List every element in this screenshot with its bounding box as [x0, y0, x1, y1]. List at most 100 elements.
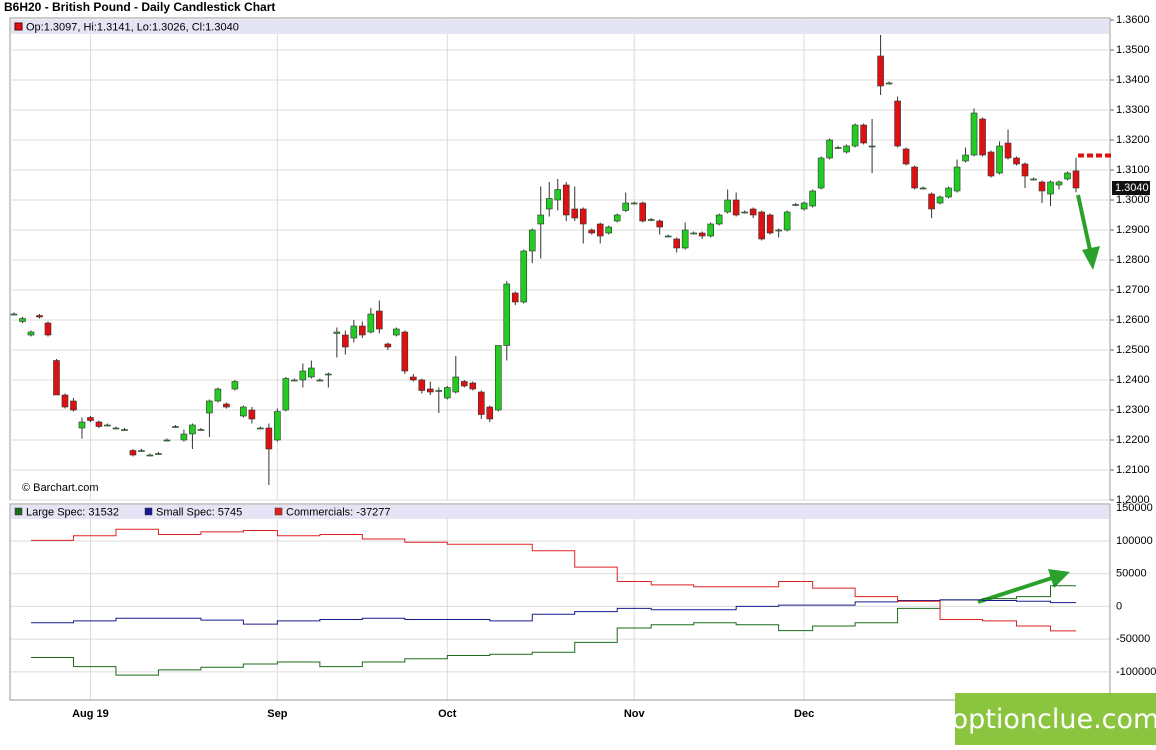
candle-body — [393, 328, 400, 336]
y-tick-label: 1.3200 — [1116, 134, 1150, 146]
x-tick-label: Dec — [794, 708, 814, 720]
candle-body — [265, 427, 273, 450]
candle-body — [61, 394, 69, 408]
candle-body — [291, 379, 298, 382]
candle-body — [95, 421, 103, 427]
cot-y-tick-label: -50000 — [1116, 633, 1150, 645]
candle-body — [511, 292, 519, 303]
y-tick-label: 1.2800 — [1116, 254, 1150, 266]
candle-body — [792, 204, 799, 206]
candle-body — [443, 387, 451, 399]
last-price-label: 1.3040 — [1115, 182, 1149, 194]
candle-body — [613, 214, 621, 222]
arrow-down — [1076, 194, 1100, 270]
candle-body — [427, 388, 434, 393]
candle-body — [860, 124, 867, 144]
candle-body — [503, 283, 511, 346]
candle-body — [53, 360, 60, 396]
candle-body — [240, 406, 247, 417]
candle-body — [902, 148, 910, 165]
candle-body — [843, 145, 850, 153]
candle-body — [155, 453, 162, 455]
candle-body — [962, 154, 969, 162]
candle-body — [10, 313, 18, 316]
arrow-up — [977, 569, 1070, 604]
candle-body — [664, 235, 672, 238]
ohlc-bar — [11, 20, 1109, 34]
candle-body — [996, 145, 1003, 174]
candle-body — [894, 100, 901, 147]
candle-body — [579, 208, 587, 225]
candle-body — [987, 151, 995, 177]
candle-body — [44, 322, 52, 336]
candle-body — [1064, 172, 1071, 180]
cot-line — [30, 585, 1076, 676]
candle-body — [817, 157, 825, 189]
legend-swatch — [14, 507, 23, 516]
candle-body — [121, 429, 128, 431]
chart-title: B6H20 - British Pound - Daily Candlestic… — [4, 0, 275, 14]
candle-body — [826, 139, 833, 159]
candle-body — [656, 220, 663, 228]
candle-body — [571, 208, 579, 219]
legend-label: Commercials: -37277 — [286, 506, 391, 518]
candle-body — [732, 199, 740, 216]
watermark: optionclue.com — [951, 703, 1156, 735]
candle-body — [342, 334, 349, 348]
candle-body — [197, 429, 205, 431]
candle-body — [766, 214, 774, 234]
candle-body — [87, 417, 94, 421]
candle-body — [622, 202, 630, 211]
candle-body — [27, 331, 35, 336]
candle-body — [562, 184, 570, 216]
candle-body — [800, 202, 808, 210]
y-tick-label: 1.3300 — [1116, 104, 1150, 116]
candle-body — [885, 82, 893, 85]
candle-body — [180, 433, 188, 441]
legend-swatch — [144, 507, 153, 516]
x-tick-label: Oct — [438, 708, 457, 720]
candle-body — [707, 223, 714, 237]
cot-y-tick-label: 0 — [1116, 600, 1122, 612]
candle-body — [851, 124, 859, 147]
watermark-box: optionclue.com — [951, 693, 1156, 745]
candle-body — [104, 424, 111, 427]
cot-y-tick-label: 150000 — [1116, 502, 1153, 514]
candle-body — [410, 376, 417, 381]
candle-body — [953, 166, 961, 192]
source: © Barchart.com — [22, 482, 99, 494]
candle-body — [460, 381, 468, 387]
candle-body — [146, 454, 154, 457]
candle-body — [715, 214, 723, 225]
candle-body — [834, 147, 842, 149]
candle-body — [486, 406, 494, 420]
candle-body — [724, 199, 731, 213]
candle-body — [554, 189, 562, 201]
candle-body — [282, 378, 290, 411]
cot-y-tick-label: 50000 — [1116, 568, 1147, 580]
candle-body — [214, 388, 222, 402]
y-tick-label: 1.2100 — [1116, 464, 1150, 476]
candle-body — [605, 226, 613, 234]
candle-body — [248, 409, 256, 420]
candle-body — [1055, 181, 1063, 186]
candle-body — [359, 325, 366, 336]
candle-body — [698, 232, 706, 237]
y-tick-label: 1.2900 — [1116, 224, 1150, 236]
candle-body — [36, 315, 43, 318]
candle-body — [112, 427, 120, 430]
candle-body — [545, 198, 553, 210]
candle-body — [138, 450, 145, 452]
candle-body — [469, 382, 477, 390]
candle-body — [588, 229, 596, 234]
y-tick-label: 1.3500 — [1116, 44, 1150, 56]
candle-body — [78, 421, 86, 429]
candle-body — [129, 450, 137, 456]
candle-body — [1047, 181, 1054, 195]
y-tick-label: 1.3100 — [1116, 164, 1150, 176]
candle-body — [231, 381, 239, 390]
candle-body — [783, 211, 791, 231]
candle-body — [775, 229, 782, 232]
candle-body — [257, 427, 264, 430]
